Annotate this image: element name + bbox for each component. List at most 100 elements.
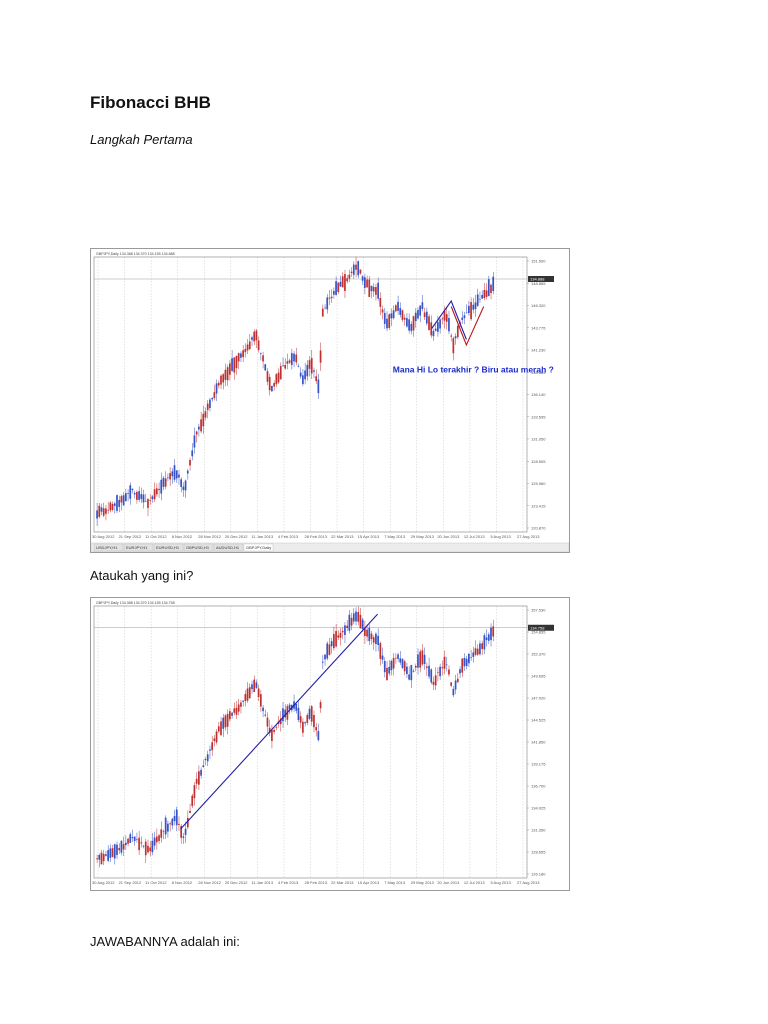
y-tick-label: 126.180 xyxy=(531,872,546,877)
candle-body xyxy=(240,353,242,358)
y-tick-label: 138.685 xyxy=(531,370,546,375)
x-tick-label: 29 May 2013 xyxy=(411,534,435,539)
y-tick-label: 128.655 xyxy=(531,850,546,855)
candle-body xyxy=(231,358,233,371)
candle-body xyxy=(476,648,479,655)
candle-body xyxy=(299,372,302,377)
candle-body xyxy=(443,656,446,669)
candle-body xyxy=(200,769,202,776)
candle-body xyxy=(492,276,495,292)
document-title: Fibonacci BHB xyxy=(90,93,211,112)
candle-body xyxy=(419,305,422,316)
x-tick-label: 11 Jan 2013 xyxy=(251,534,273,539)
x-tick-label: 21 Sep 2012 xyxy=(119,880,142,885)
candle-body xyxy=(361,619,364,630)
candle-body xyxy=(282,708,284,722)
candle-body xyxy=(346,278,348,282)
candle-body xyxy=(417,309,419,319)
candle-body xyxy=(282,365,284,367)
candle-body xyxy=(237,704,240,712)
candle-body xyxy=(412,670,415,672)
candle-body xyxy=(379,297,382,307)
candle-body xyxy=(213,392,216,399)
candle-body xyxy=(268,727,271,733)
candle-body xyxy=(452,688,455,696)
candle-body xyxy=(302,375,304,385)
candle-body xyxy=(133,836,136,842)
candle-body xyxy=(169,823,171,825)
candle-body xyxy=(186,817,189,828)
candle-body xyxy=(284,365,287,369)
candle-body xyxy=(359,269,362,274)
candle-body xyxy=(228,711,231,720)
candle-body xyxy=(246,344,249,351)
y-tick-label: 154.855 xyxy=(531,630,546,635)
candle-body xyxy=(147,498,149,508)
y-tick-label: 147.020 xyxy=(531,696,546,701)
candle-body xyxy=(180,825,183,838)
candle-body xyxy=(224,715,227,728)
candle-body xyxy=(164,817,167,835)
chart-tab-label: GBPJPY,Daily xyxy=(246,545,271,550)
candle-body xyxy=(344,625,346,635)
candle-body xyxy=(439,319,441,329)
candle-body xyxy=(370,285,373,292)
candle-body xyxy=(113,844,116,859)
y-tick-label: 151.500 xyxy=(531,259,546,264)
candle-body xyxy=(428,316,430,331)
x-tick-label: 12 Jul 2013 xyxy=(464,534,485,539)
y-tick-label: 143.775 xyxy=(531,325,546,330)
candle-body xyxy=(122,495,125,506)
candle-body xyxy=(321,661,324,663)
candle-body xyxy=(394,657,397,659)
candle-body xyxy=(383,312,386,324)
candle-body xyxy=(441,667,444,669)
candle-body xyxy=(441,318,444,320)
x-tick-label: 20 Jun 2013 xyxy=(437,534,460,539)
candle-body xyxy=(180,479,183,488)
y-tick-label: 144.525 xyxy=(531,718,546,723)
candle-body xyxy=(448,669,450,675)
x-tick-label: 20 Dec 2012 xyxy=(225,880,248,885)
candle-body xyxy=(248,687,251,699)
candle-body xyxy=(131,488,134,491)
x-tick-label: 30 Aug 2012 xyxy=(92,534,115,539)
x-tick-label: 28 Feb 2013 xyxy=(305,534,328,539)
chart-tab-label: EURUSD,H1 xyxy=(156,545,180,550)
candle-body xyxy=(425,666,428,668)
candle-body xyxy=(419,651,422,668)
candle-body xyxy=(116,844,118,856)
candle-body xyxy=(344,274,346,291)
y-tick-label: 141.230 xyxy=(531,348,546,353)
paragraph-1: Ataukah yang ini? xyxy=(90,568,194,583)
document-subtitle: Langkah Pertama xyxy=(90,132,193,147)
candle-body xyxy=(366,629,368,637)
candle-body xyxy=(259,353,262,354)
candle-body xyxy=(388,314,391,328)
chart-tab-label: AUDUSD,H1 xyxy=(216,545,240,550)
candle-body xyxy=(432,330,435,337)
x-tick-label: 15 Apr 2013 xyxy=(358,534,380,539)
candle-body xyxy=(178,474,180,478)
candle-body xyxy=(140,842,143,844)
candle-body xyxy=(284,709,287,718)
x-tick-label: 28 Nov 2012 xyxy=(198,534,221,539)
candle-body xyxy=(386,667,388,681)
candle-body xyxy=(392,658,395,669)
candle-body xyxy=(363,627,366,637)
candle-body xyxy=(408,319,410,331)
candle-body xyxy=(171,471,174,477)
x-tick-label: 7 May 2013 xyxy=(384,880,406,885)
candle-body xyxy=(257,340,260,351)
candle-body xyxy=(359,614,362,629)
candle-body xyxy=(423,312,426,318)
chart-1: GBPJPY,Daily 134.388 134.370 134.155 134… xyxy=(90,248,570,553)
candle-body xyxy=(306,364,309,377)
candle-body xyxy=(175,809,178,826)
candle-body xyxy=(337,282,340,292)
candle-body xyxy=(483,635,486,650)
candle-body xyxy=(490,627,492,641)
candle-body xyxy=(275,374,278,385)
candle-body xyxy=(122,844,125,850)
candle-body xyxy=(377,635,379,645)
